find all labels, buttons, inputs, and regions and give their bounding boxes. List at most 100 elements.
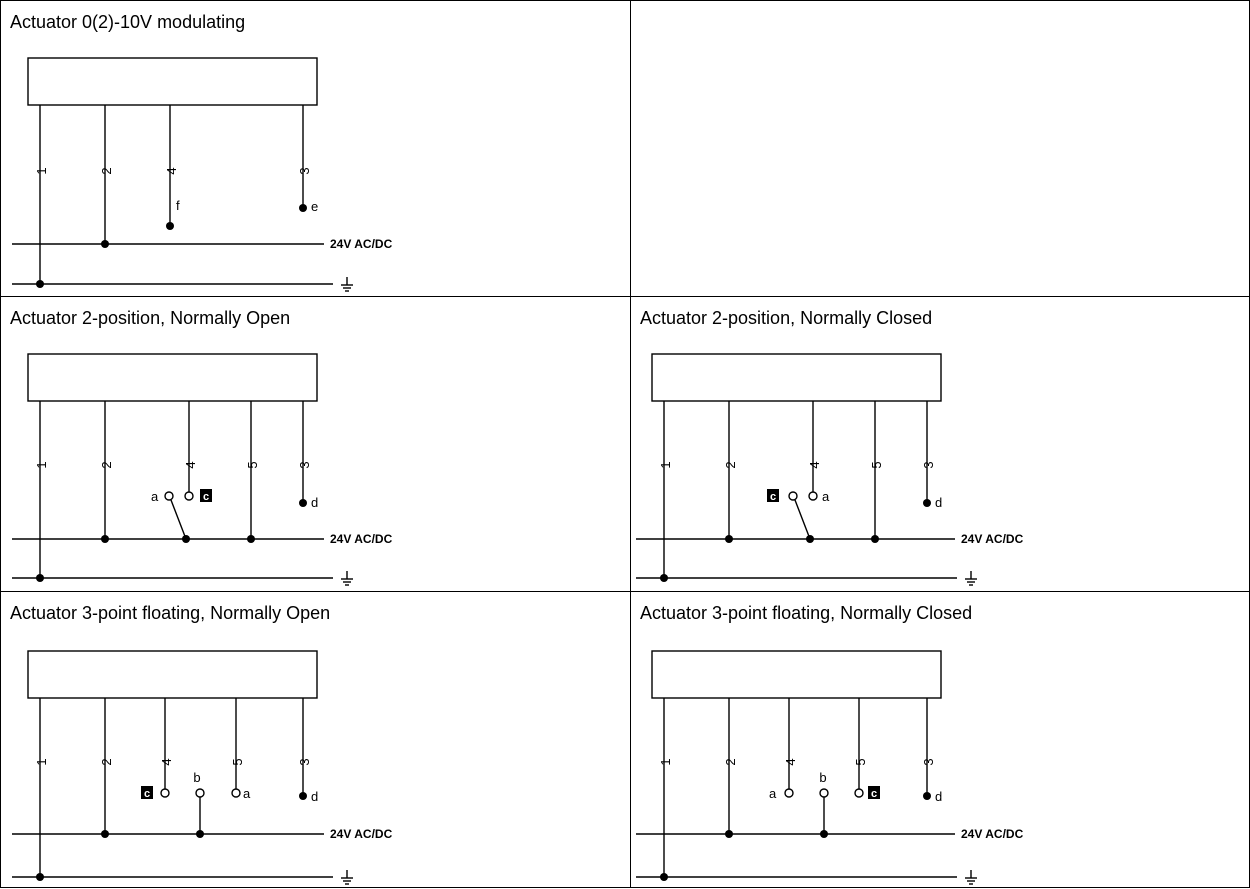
terminal-number-2: 2	[99, 167, 114, 174]
terminal-number-4: 4	[807, 461, 822, 468]
panel-2-position-normally-open: Actuator 2-position, Normally Open 1 2 4…	[0, 296, 631, 592]
terminal-label-d: d	[935, 789, 942, 804]
terminal-number-4: 4	[164, 167, 179, 174]
terminal-number-2: 2	[99, 461, 114, 468]
contact-label-a: a	[822, 489, 830, 504]
contact-a	[164, 491, 174, 501]
contact-a	[231, 788, 241, 798]
panel-2-position-normally-closed: Actuator 2-position, Normally Closed 1 2…	[630, 296, 1250, 592]
junction-dot	[247, 535, 255, 543]
contact-label-c: c	[144, 788, 150, 800]
terminal-dot-d	[299, 792, 307, 800]
contact-b	[819, 788, 829, 798]
terminal-number-1: 1	[658, 461, 673, 468]
terminal-label-d: d	[935, 495, 942, 510]
terminal-number-2: 2	[723, 758, 738, 765]
ground-icon	[965, 870, 977, 885]
contact-c	[854, 788, 864, 798]
terminal-number-3: 3	[297, 167, 312, 174]
terminal-number-2: 2	[99, 758, 114, 765]
panel-title: Actuator 0(2)-10V modulating	[10, 12, 246, 32]
contact-a	[808, 491, 818, 501]
terminal-number-1: 1	[658, 758, 673, 765]
contact-badge-c	[141, 786, 153, 799]
terminal-number-4: 4	[783, 758, 798, 765]
wiring-diagram: 1 2 4 5 3 a c d 24V AC/DC	[12, 353, 393, 586]
supply-label: 24V AC/DC	[330, 532, 393, 546]
actuator-body	[651, 650, 942, 699]
terminal-number-3: 3	[921, 758, 936, 765]
contact-badge-c	[200, 489, 212, 502]
terminal-number-2: 2	[723, 461, 738, 468]
terminal-number-5: 5	[853, 758, 868, 765]
junction-dot	[36, 574, 44, 582]
actuator-body	[27, 650, 318, 699]
contact-label-c: c	[871, 788, 877, 800]
junction-dot	[725, 830, 733, 838]
terminal-dot-d	[299, 499, 307, 507]
terminal-dot-d	[923, 499, 931, 507]
terminal-number-5: 5	[245, 461, 260, 468]
junction-dot	[101, 830, 109, 838]
wiring-diagram: 1 2 4 5 3 c a d 24V AC/DC	[636, 353, 1024, 586]
contact-b	[195, 788, 205, 798]
switch-lever	[170, 499, 187, 540]
supply-label: 24V AC/DC	[961, 532, 1024, 546]
contact-label-a: a	[151, 489, 159, 504]
contact-c	[788, 491, 798, 501]
contact-badge-c	[767, 489, 779, 502]
terminal-number-3: 3	[297, 758, 312, 765]
junction-dot	[660, 574, 668, 582]
actuator-body	[27, 353, 318, 402]
junction-dot	[660, 873, 668, 881]
junction-dot	[196, 830, 204, 838]
terminal-number-5: 5	[869, 461, 884, 468]
wiring-diagram: 1 2 4 3 f e 24V AC/DC	[12, 57, 393, 292]
junction-dot	[820, 830, 828, 838]
junction-dot	[36, 280, 44, 288]
terminal-dot-d	[923, 792, 931, 800]
terminal-label-d: d	[311, 495, 318, 510]
panel-title: Actuator 2-position, Normally Open	[10, 308, 291, 328]
panel-3-point-floating-normally-open: Actuator 3-point floating, Normally Open…	[0, 591, 631, 888]
terminal-label-f: f	[176, 198, 180, 213]
contact-label-c: c	[203, 491, 209, 503]
actuator-body	[651, 353, 942, 402]
supply-label: 24V AC/DC	[961, 827, 1024, 841]
panel-empty	[630, 0, 1250, 297]
junction-dot	[101, 535, 109, 543]
terminal-number-5: 5	[230, 758, 245, 765]
panel-modulating: Actuator 0(2)-10V modulating 1 2 4 3 f e…	[0, 0, 631, 297]
contact-label-a: a	[243, 786, 251, 801]
junction-dot	[725, 535, 733, 543]
contact-label-a: a	[769, 786, 777, 801]
junction-dot	[36, 873, 44, 881]
terminal-dot-f	[166, 222, 174, 230]
terminal-number-1: 1	[34, 758, 49, 765]
terminal-label-e: e	[311, 199, 318, 214]
junction-dot	[806, 535, 814, 543]
ground-icon	[965, 571, 977, 586]
contact-label-b: b	[819, 770, 826, 785]
supply-label: 24V AC/DC	[330, 827, 393, 841]
contact-label-c: c	[770, 491, 776, 503]
terminal-number-1: 1	[34, 167, 49, 174]
contact-a	[784, 788, 794, 798]
terminal-number-4: 4	[159, 758, 174, 765]
contact-c	[184, 491, 194, 501]
junction-dot	[871, 535, 879, 543]
ground-icon	[341, 571, 353, 586]
terminal-label-d: d	[311, 789, 318, 804]
terminal-dot-e	[299, 204, 307, 212]
panel-3-point-floating-normally-closed: Actuator 3-point floating, Normally Clos…	[630, 591, 1250, 888]
panel-title: Actuator 3-point floating, Normally Open	[10, 603, 331, 623]
terminal-number-1: 1	[34, 461, 49, 468]
wiring-diagram: 1 2 4 5 3 a b c d 24V AC/DC	[636, 650, 1024, 885]
ground-icon	[341, 277, 353, 292]
switch-lever	[794, 499, 811, 540]
contact-badge-c	[868, 786, 880, 799]
panel-title: Actuator 3-point floating, Normally Clos…	[640, 603, 973, 623]
ground-icon	[341, 870, 353, 885]
actuator-body	[27, 57, 318, 106]
supply-label: 24V AC/DC	[330, 237, 393, 251]
